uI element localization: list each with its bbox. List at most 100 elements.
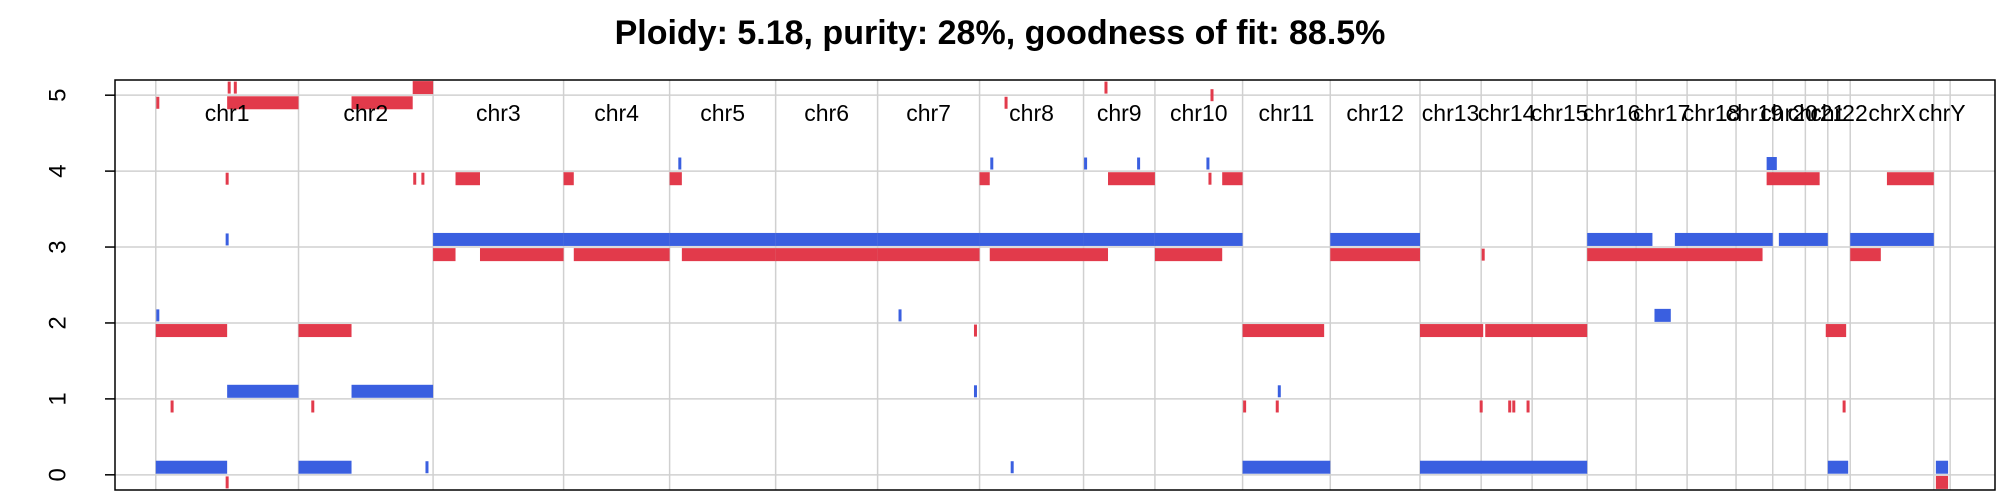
major-segment xyxy=(681,248,776,262)
major-point xyxy=(233,81,237,94)
major-segment xyxy=(1419,324,1484,338)
chromosome-label: chr10 xyxy=(1170,100,1228,126)
chromosome-label: chr14 xyxy=(1478,100,1536,126)
chromosome-label: chr11 xyxy=(1259,100,1315,126)
major-segment xyxy=(479,248,564,262)
minor-point xyxy=(973,385,977,398)
minor-segment xyxy=(1083,232,1155,246)
minor-point xyxy=(225,233,229,246)
minor-point xyxy=(1084,157,1088,170)
chromosome-label: chr19 xyxy=(1726,100,1784,126)
chromosome-label: chr20 xyxy=(1760,100,1818,126)
major-point xyxy=(973,324,977,337)
minor-segment xyxy=(1935,460,1949,474)
major-point xyxy=(1210,89,1214,102)
grid-layer xyxy=(115,80,1995,490)
minor-segment xyxy=(298,460,352,474)
minor-segment xyxy=(669,232,776,246)
major-point xyxy=(1208,172,1212,185)
major-segment xyxy=(877,248,980,262)
chromosome-label: chrY xyxy=(1918,100,1965,126)
y-tick-label: 5 xyxy=(45,89,72,102)
minor-segment xyxy=(1154,232,1243,246)
major-point xyxy=(1526,400,1530,413)
y-tick-label: 4 xyxy=(45,164,72,177)
major-point xyxy=(1004,96,1008,109)
major-point xyxy=(1528,324,1532,337)
chromosome-label: chr15 xyxy=(1531,100,1589,126)
minor-point xyxy=(1010,461,1014,474)
minor-point xyxy=(156,309,160,322)
major-segment xyxy=(573,248,670,262)
minor-point xyxy=(1277,385,1281,398)
minor-segment xyxy=(775,232,878,246)
major-point xyxy=(1275,400,1279,413)
chromosome-label: chr3 xyxy=(476,100,521,126)
y-tick-label: 1 xyxy=(45,392,72,405)
chromosome-label: chr12 xyxy=(1346,100,1404,126)
major-point xyxy=(1104,81,1108,94)
minor-segment xyxy=(877,232,980,246)
major-segment xyxy=(1850,248,1881,262)
chromosome-label: chr17 xyxy=(1633,100,1691,126)
minor-point xyxy=(1137,157,1141,170)
minor-segment xyxy=(351,384,434,398)
major-segment xyxy=(989,248,1109,262)
major-point xyxy=(156,96,160,109)
minor-segment xyxy=(1850,232,1934,246)
major-segment xyxy=(455,172,480,186)
major-point xyxy=(421,172,425,185)
chromosome-label: chr16 xyxy=(1583,100,1641,126)
minor-point xyxy=(990,157,994,170)
minor-point xyxy=(1206,157,1210,170)
minor-point xyxy=(425,461,429,474)
major-segment xyxy=(412,81,434,95)
major-point xyxy=(1243,400,1247,413)
major-segment xyxy=(227,96,299,110)
chromosome-label: chrX xyxy=(1868,100,1915,126)
minor-segment xyxy=(155,460,228,474)
major-point xyxy=(1479,400,1483,413)
plot-frame xyxy=(114,79,1996,491)
major-point xyxy=(1512,400,1516,413)
major-segment xyxy=(1154,248,1223,262)
y-axis: 0 1 2 3 4 5 xyxy=(45,89,115,481)
major-segment xyxy=(669,172,682,186)
major-segment xyxy=(1886,172,1934,186)
major-point xyxy=(225,172,229,185)
minor-point xyxy=(898,309,902,322)
minor-segment xyxy=(433,232,564,246)
chromosome-label: chr5 xyxy=(700,100,745,126)
minor-segment xyxy=(1587,232,1653,246)
chromosome-label: chr7 xyxy=(906,100,951,126)
major-segment xyxy=(1330,248,1420,262)
y-tick-label: 2 xyxy=(45,316,72,329)
minor-segment xyxy=(1242,460,1331,474)
minor-point xyxy=(678,157,682,170)
major-segment xyxy=(1935,475,1949,489)
minor-segment xyxy=(563,232,670,246)
series-layer xyxy=(155,81,1949,489)
major-segment xyxy=(1766,172,1820,186)
minor-segment xyxy=(1419,460,1588,474)
chromosome-label: chr22 xyxy=(1810,100,1868,126)
minor-segment xyxy=(979,232,1084,246)
y-tick-label: 3 xyxy=(45,240,72,253)
major-point xyxy=(227,81,231,94)
minor-segment xyxy=(1778,232,1828,246)
major-allele-series xyxy=(155,81,1949,489)
chromosome-labels: chr1 chr2 chr3 chr4 chr5 chr6 chr7 chr8 chr9 chr1… xyxy=(205,100,1966,126)
chart-title: Ploidy: 5.18, purity: 28%, goodness of f… xyxy=(614,14,1386,52)
minor-segment xyxy=(1766,157,1777,171)
chromosome-label: chr9 xyxy=(1097,100,1142,126)
y-tick-label: 0 xyxy=(45,468,72,481)
major-segment xyxy=(1222,172,1243,186)
major-segment xyxy=(298,324,352,338)
minor-segment xyxy=(1654,308,1671,322)
major-point xyxy=(413,172,417,185)
major-segment xyxy=(1242,324,1325,338)
major-segment xyxy=(351,96,413,110)
chromosome-label: chr21 xyxy=(1788,100,1846,126)
major-point xyxy=(170,400,174,413)
